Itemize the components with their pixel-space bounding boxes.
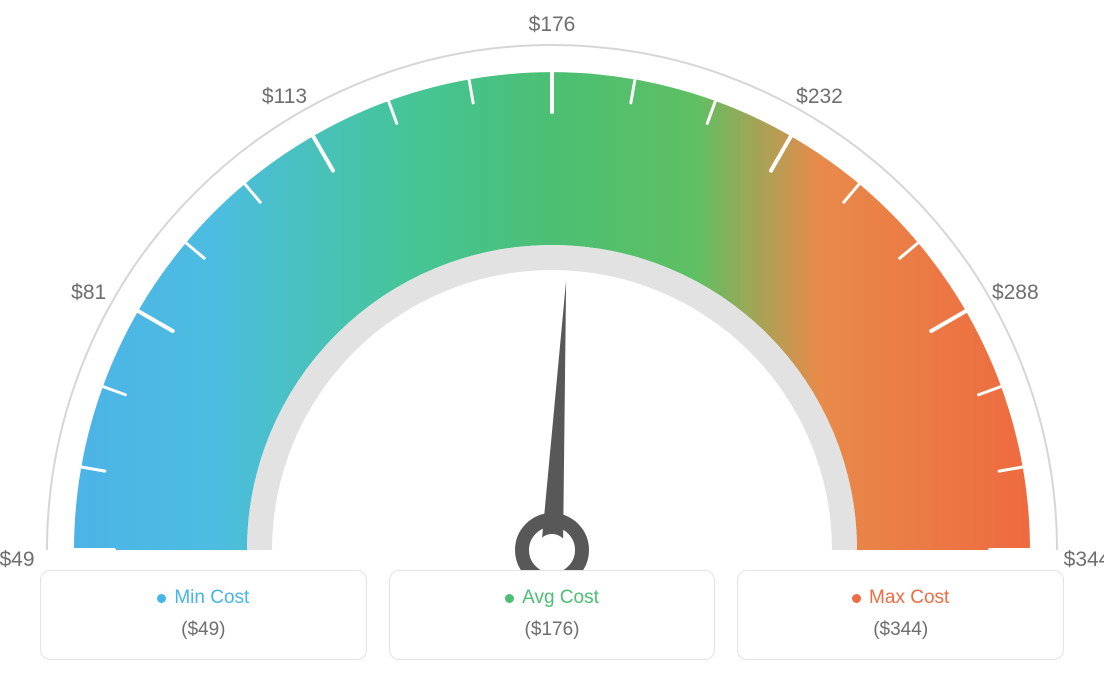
scale-label: $49 bbox=[0, 548, 35, 572]
scale-label: $232 bbox=[796, 85, 843, 109]
legend-value-min: ($49) bbox=[51, 619, 356, 641]
scale-label: $81 bbox=[71, 281, 106, 305]
legend-card-avg: Avg Cost ($176) bbox=[389, 570, 716, 660]
legend-card-max: Max Cost ($344) bbox=[737, 570, 1064, 660]
scale-label: $113 bbox=[262, 85, 307, 109]
legend-label-avg: Avg Cost bbox=[522, 587, 599, 609]
legend-dot-avg bbox=[505, 594, 514, 603]
gauge-chart: $49 $81 $113 $176 $232 $288 $344 bbox=[0, 10, 1104, 570]
legend-dot-min bbox=[157, 594, 166, 603]
legend-label-min: Min Cost bbox=[174, 587, 249, 609]
legend-row: Min Cost ($49) Avg Cost ($176) Max Cost … bbox=[40, 570, 1064, 660]
cost-gauge-container: $49 $81 $113 $176 $232 $288 $344 Min Cost ($49… bbox=[0, 0, 1104, 690]
scale-label: $344 bbox=[1064, 548, 1104, 572]
legend-dot-max bbox=[852, 594, 861, 603]
legend-value-max: ($344) bbox=[748, 619, 1053, 641]
legend-value-avg: ($176) bbox=[400, 619, 705, 641]
legend-label-max: Max Cost bbox=[869, 587, 949, 609]
legend-card-min: Min Cost ($49) bbox=[40, 570, 367, 660]
scale-label: $176 bbox=[529, 13, 576, 37]
scale-label: $288 bbox=[992, 281, 1039, 305]
